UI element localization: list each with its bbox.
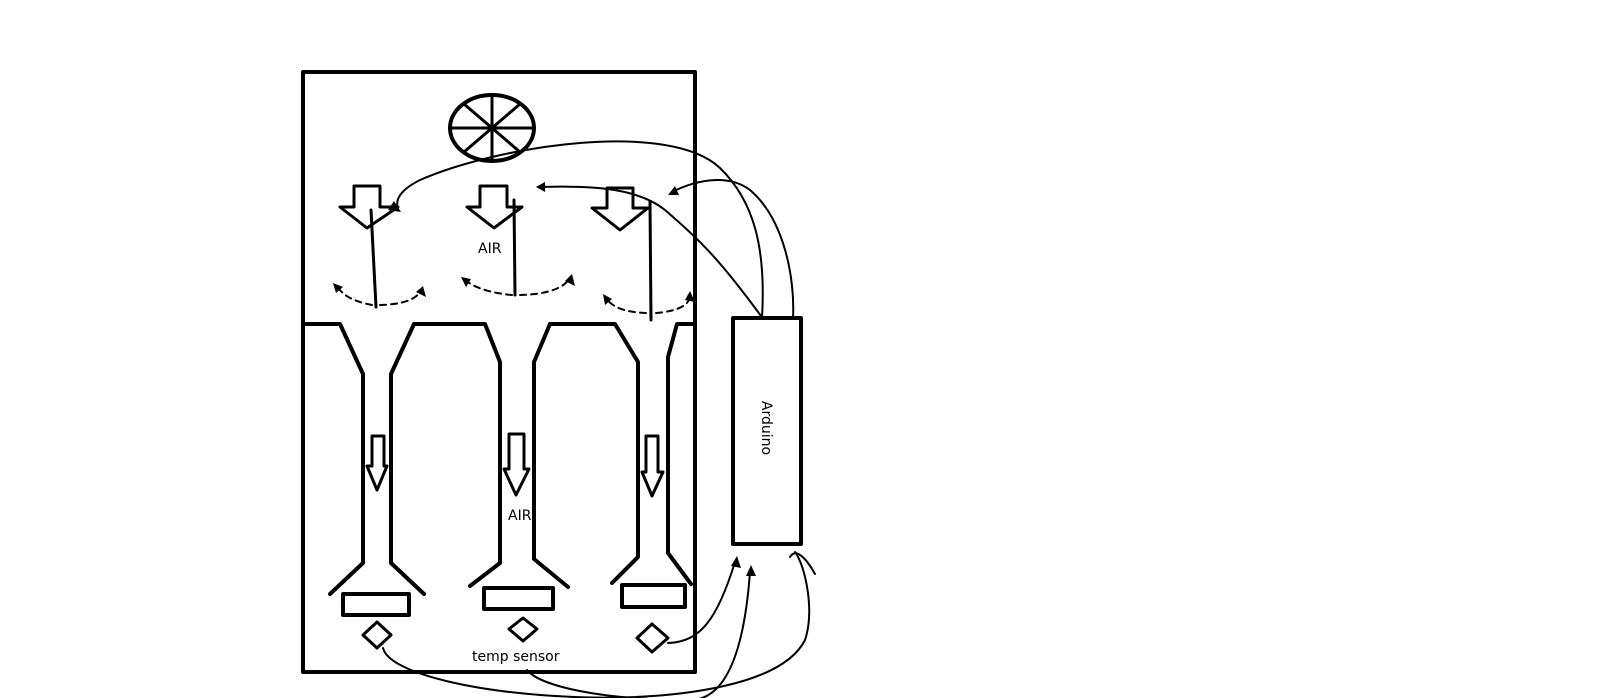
airflow-arrow bbox=[461, 274, 575, 296]
airflow-arrow bbox=[603, 291, 695, 314]
wire bbox=[667, 556, 741, 644]
down-arrow-icon bbox=[640, 434, 665, 498]
airflow-arrow bbox=[333, 283, 426, 306]
heater-plate bbox=[482, 586, 555, 611]
wire bbox=[536, 182, 762, 317]
wire bbox=[388, 140, 764, 319]
down-arrow-icon bbox=[502, 432, 531, 497]
probe-line bbox=[512, 198, 517, 297]
channel-partition bbox=[301, 322, 695, 596]
probe-line bbox=[648, 200, 653, 322]
fan-icon bbox=[448, 93, 536, 163]
wire bbox=[526, 565, 756, 698]
heater-plate bbox=[341, 592, 411, 617]
down-arrow-icon bbox=[465, 184, 524, 230]
arduino-label: Arduino bbox=[758, 401, 774, 455]
down-arrow-icon bbox=[338, 184, 400, 230]
diamond-sensor-icon bbox=[361, 620, 393, 650]
arduino-box bbox=[731, 316, 803, 546]
down-arrow-icon bbox=[590, 186, 650, 232]
diamond-sensor-icon bbox=[635, 622, 670, 654]
diamond-sensor-icon bbox=[507, 616, 539, 643]
wire bbox=[382, 551, 816, 698]
heater-plate bbox=[620, 583, 687, 609]
enclosure-box bbox=[301, 70, 697, 674]
air-label-bottom: AIR bbox=[508, 508, 532, 524]
air-label-top: AIR bbox=[478, 241, 502, 257]
down-arrow-icon bbox=[365, 434, 389, 492]
wire bbox=[668, 179, 795, 319]
probe-line bbox=[369, 208, 378, 309]
temp-sensor-label: temp sensor bbox=[472, 649, 560, 665]
